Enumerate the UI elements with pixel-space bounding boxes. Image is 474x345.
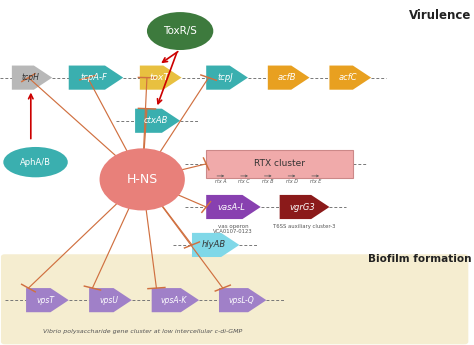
Text: T6SS auxiliary cluster-3: T6SS auxiliary cluster-3 [273,224,336,229]
Text: rtx B: rtx B [262,179,273,184]
Polygon shape [26,288,69,312]
Polygon shape [280,195,329,219]
Text: H-NS: H-NS [127,173,158,186]
Text: toxT: toxT [149,73,169,82]
Text: vasA-L: vasA-L [218,203,246,211]
Text: rtx E: rtx E [310,179,321,184]
Text: hlyAB: hlyAB [202,240,226,249]
Polygon shape [69,66,123,90]
Text: ToxR/S: ToxR/S [163,26,197,36]
Text: RTX cluster: RTX cluster [254,159,305,168]
Polygon shape [140,66,182,90]
Text: Biofilm formation: Biofilm formation [368,254,472,264]
Polygon shape [12,66,52,90]
Text: vgrG3: vgrG3 [290,203,316,211]
Polygon shape [152,288,199,312]
Text: rtx D: rtx D [285,179,298,184]
Ellipse shape [100,148,185,210]
Text: ctxAB: ctxAB [144,116,168,125]
Polygon shape [89,288,132,312]
Polygon shape [219,288,266,312]
Text: acfC: acfC [339,73,358,82]
Ellipse shape [3,147,68,177]
Text: vpsU: vpsU [99,296,118,305]
FancyBboxPatch shape [206,150,353,178]
Text: tcpJ: tcpJ [218,73,233,82]
Polygon shape [135,109,180,133]
Text: AphA/B: AphA/B [20,158,51,167]
Text: rtx A: rtx A [215,179,226,184]
Text: vpsL-Q: vpsL-Q [228,296,254,305]
Text: tcpA-F: tcpA-F [81,73,108,82]
Text: vas operon: vas operon [218,224,248,229]
Text: VCA0107-0123: VCA0107-0123 [213,229,253,234]
Polygon shape [329,66,371,90]
FancyBboxPatch shape [1,254,468,344]
Text: tcpH: tcpH [21,73,39,82]
Text: rtx C: rtx C [238,179,250,184]
Text: acfB: acfB [278,73,296,82]
Polygon shape [192,233,239,257]
Text: vpsT: vpsT [36,296,55,305]
Text: vpsA-K: vpsA-K [160,296,187,305]
Polygon shape [268,66,310,90]
Text: Virulence: Virulence [409,9,472,22]
Polygon shape [206,66,248,90]
Polygon shape [206,195,261,219]
Ellipse shape [147,12,213,50]
Text: Vibrio polysaccharide gene cluster at low intercellular c-di-GMP: Vibrio polysaccharide gene cluster at lo… [43,329,242,334]
